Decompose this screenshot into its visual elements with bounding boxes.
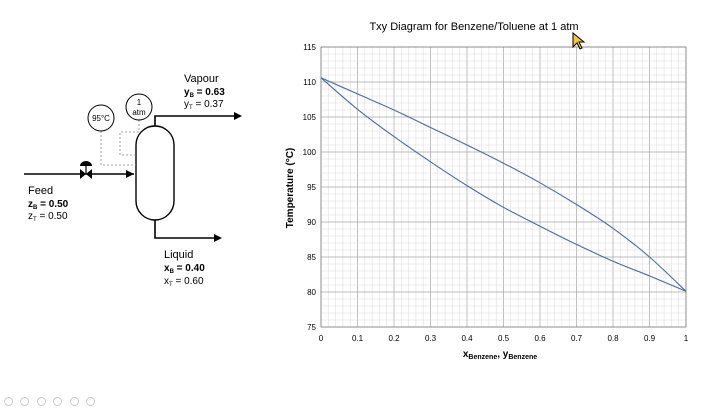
pressure-label-line2: atm [132,108,146,117]
flash-drum [135,125,175,221]
liquid-title: Liquid [164,249,193,261]
vapour-yt: yT = 0.37 [184,99,224,111]
feed-zb: zB = 0.50 [28,199,69,211]
feed-zt: zT = 0.50 [28,211,68,223]
x-tick-label: 0.4 [461,334,473,343]
liquid-arrowhead [214,234,222,242]
y-tick-label: 115 [303,43,316,52]
x-tick-label: 0.2 [388,334,400,343]
pressure-indicator [125,93,153,121]
x-tick-label: 0.7 [571,334,583,343]
y-tick-label: 90 [307,218,316,227]
next-slide-icon[interactable] [20,397,30,406]
temperature-label: 95°C [92,114,110,123]
chart-title: Txy Diagram for Benzene/Toluene at 1 atm [369,21,578,33]
presentation-toolbar [4,393,98,406]
zoom-icon[interactable] [69,397,79,406]
pressure-label-line1: 1 [137,98,142,107]
x-tick-label: 0.5 [498,334,510,343]
x-tick-label: 0.3 [425,334,437,343]
temperature-indicator [87,104,115,132]
x-tick-label: 0.6 [534,334,546,343]
y-tick-label: 110 [303,78,316,87]
vapour-title: Vapour [184,73,219,85]
vapour-yb: yB = 0.63 [184,87,225,99]
flash-diagram: 95°C 1 atm Vapour yB = 0.63 yT = 0.37 Fe… [24,73,242,288]
plot-area-border [320,46,687,328]
pressure-signal-line [119,120,140,156]
x-tick-label: 0 [319,334,324,343]
x-tick-label: 1 [684,334,689,343]
y-tick-label: 105 [303,113,317,122]
vapour-line [154,115,236,126]
previous-slide-icon[interactable] [4,397,13,406]
valve-icon [80,161,92,179]
txy-chart: Txy Diagram for Benzene/Toluene at 1 atm… [285,21,689,361]
y-tick-label: 80 [307,288,316,297]
y-tick-label: 95 [307,183,316,192]
slides-icon[interactable] [53,397,63,406]
temperature-signal-line [100,131,136,166]
y-tick-labels: 75 80 85 90 95 100 105 110 115 [303,43,317,332]
liquid-xb: xB = 0.40 [164,263,205,275]
y-axis-label: Temperature (°C) [285,148,296,229]
bubble-curve [320,77,687,292]
chart-series [320,77,687,292]
x-tick-label: 0.8 [607,334,619,343]
x-axis-label: xBenzene, yBenzene [463,349,537,361]
pen-icon[interactable] [36,397,46,406]
vapour-arrowhead [234,112,242,120]
feed-title: Feed [28,185,53,197]
chart-grid [320,46,687,328]
feed-arrowhead [126,170,134,178]
dew-curve [320,77,687,292]
y-tick-label: 100 [303,148,317,157]
x-tick-label: 0.1 [352,334,364,343]
x-tick-label: 0.9 [644,334,656,343]
mouse-pointer-icon [572,32,586,50]
liquid-line [154,220,216,239]
y-tick-label: 75 [307,323,316,332]
y-tick-label: 85 [307,253,316,262]
more-options-icon[interactable] [86,397,96,406]
x-tick-labels: 0 0.1 0.2 0.3 0.4 0.5 0.6 0.7 0.8 0.9 1 [319,334,689,343]
liquid-xt: xT = 0.60 [164,276,204,288]
